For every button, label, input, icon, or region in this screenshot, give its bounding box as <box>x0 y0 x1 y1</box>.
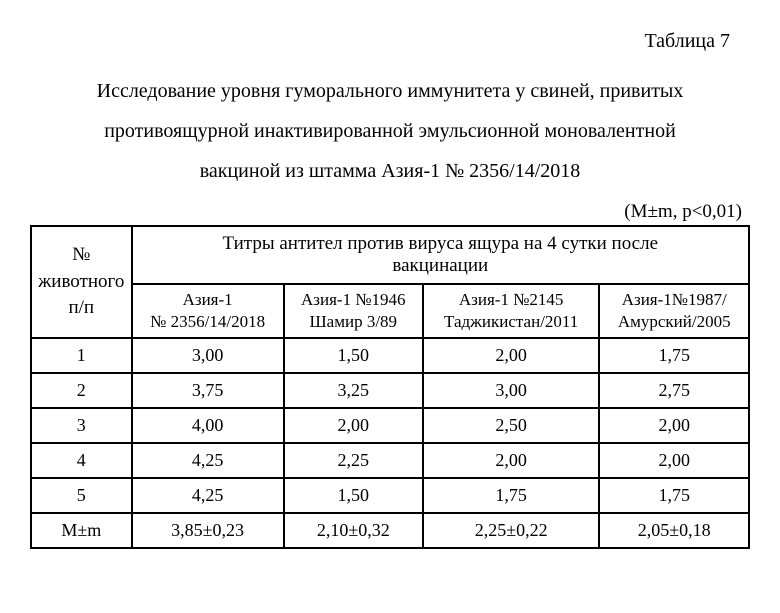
summary-value: 2,10±0,32 <box>284 513 423 548</box>
cell-value: 2,00 <box>423 443 600 478</box>
row-number: 5 <box>31 478 132 513</box>
row-number-header: № животного п/п <box>31 226 132 338</box>
cell-value: 4,25 <box>132 478 284 513</box>
col-header-4-line-2: Амурский/2005 <box>618 312 731 331</box>
super-header: Титры антител против вируса ящура на 4 с… <box>132 226 749 284</box>
super-header-line-2: вакцинации <box>392 255 488 276</box>
cell-value: 3,00 <box>132 338 284 373</box>
row-header-line-3: п/п <box>68 297 94 318</box>
table-row: 2 3,75 3,25 3,00 2,75 <box>31 373 749 408</box>
col-header-2: Азия-1 №1946 Шамир 3/89 <box>284 284 423 338</box>
title-line-1: Исследование уровня гуморального иммунит… <box>97 80 684 102</box>
cell-value: 3,00 <box>423 373 600 408</box>
col-header-4-line-1: Азия-1№1987/ <box>622 290 727 309</box>
table-header-row-2: Азия-1 № 2356/14/2018 Азия-1 №1946 Шамир… <box>31 284 749 338</box>
summary-value: 3,85±0,23 <box>132 513 284 548</box>
summary-value: 2,05±0,18 <box>599 513 749 548</box>
summary-row: M±m 3,85±0,23 2,10±0,32 2,25±0,22 2,05±0… <box>31 513 749 548</box>
cell-value: 2,00 <box>599 408 749 443</box>
cell-value: 3,75 <box>132 373 284 408</box>
table-number-label: Таблица 7 <box>30 30 750 53</box>
cell-value: 1,75 <box>423 478 600 513</box>
cell-value: 2,00 <box>284 408 423 443</box>
table-row: 1 3,00 1,50 2,00 1,75 <box>31 338 749 373</box>
cell-value: 2,25 <box>284 443 423 478</box>
col-header-1: Азия-1 № 2356/14/2018 <box>132 284 284 338</box>
cell-value: 2,00 <box>599 443 749 478</box>
row-number: 1 <box>31 338 132 373</box>
table-body: 1 3,00 1,50 2,00 1,75 2 3,75 3,25 3,00 2… <box>31 338 749 548</box>
col-header-3-line-1: Азия-1 №2145 <box>459 290 564 309</box>
cell-value: 2,00 <box>423 338 600 373</box>
cell-value: 2,50 <box>423 408 600 443</box>
cell-value: 4,25 <box>132 443 284 478</box>
table-header-row-1: № животного п/п Титры антител против вир… <box>31 226 749 284</box>
super-header-line-1: Титры антител против вируса ящура на 4 с… <box>223 233 659 254</box>
title-line-3: вакциной из штамма Азия-1 № 2356/14/2018 <box>200 160 581 182</box>
col-header-1-line-1: Азия-1 <box>183 290 233 309</box>
table-row: 5 4,25 1,50 1,75 1,75 <box>31 478 749 513</box>
cell-value: 1,75 <box>599 338 749 373</box>
cell-value: 2,75 <box>599 373 749 408</box>
table-title: Исследование уровня гуморального иммунит… <box>30 71 750 191</box>
col-header-1-line-2: № 2356/14/2018 <box>150 312 265 331</box>
data-table: № животного п/п Титры антител против вир… <box>30 225 750 549</box>
cell-value: 1,50 <box>284 338 423 373</box>
row-number: 2 <box>31 373 132 408</box>
table-row: 4 4,25 2,25 2,00 2,00 <box>31 443 749 478</box>
row-header-line-2: животного <box>38 271 124 292</box>
col-header-3-line-2: Таджикистан/2011 <box>444 312 578 331</box>
row-header-line-1: № <box>72 244 90 265</box>
stat-note: (M±m, p<0,01) <box>30 201 750 223</box>
row-number: 4 <box>31 443 132 478</box>
col-header-2-line-2: Шамир 3/89 <box>310 312 398 331</box>
title-line-2: противоящурной инактивированной эмульсио… <box>104 120 676 142</box>
row-number: 3 <box>31 408 132 443</box>
summary-label: M±m <box>31 513 132 548</box>
cell-value: 1,75 <box>599 478 749 513</box>
cell-value: 4,00 <box>132 408 284 443</box>
summary-value: 2,25±0,22 <box>423 513 600 548</box>
col-header-3: Азия-1 №2145 Таджикистан/2011 <box>423 284 600 338</box>
cell-value: 1,50 <box>284 478 423 513</box>
cell-value: 3,25 <box>284 373 423 408</box>
col-header-2-line-1: Азия-1 №1946 <box>301 290 406 309</box>
col-header-4: Азия-1№1987/ Амурский/2005 <box>599 284 749 338</box>
table-row: 3 4,00 2,00 2,50 2,00 <box>31 408 749 443</box>
